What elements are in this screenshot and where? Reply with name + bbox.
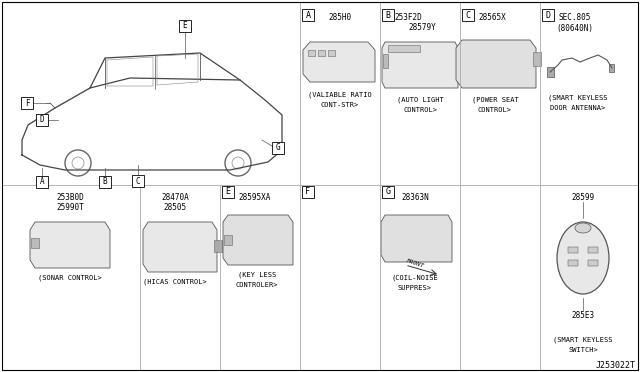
Text: CONTROL>: CONTROL> — [478, 107, 512, 113]
Bar — [21, 97, 33, 109]
Text: J253022T: J253022T — [596, 360, 636, 369]
Bar — [533, 52, 541, 66]
Bar — [132, 175, 144, 187]
Text: (POWER SEAT: (POWER SEAT — [472, 97, 518, 103]
Text: F: F — [25, 99, 29, 108]
Text: (SONAR CONTROL>: (SONAR CONTROL> — [38, 275, 102, 281]
Polygon shape — [143, 222, 217, 272]
Bar — [302, 9, 314, 21]
Text: CONTROL>: CONTROL> — [403, 107, 437, 113]
Text: DOOR ANTENNA>: DOOR ANTENNA> — [550, 105, 605, 111]
Ellipse shape — [557, 222, 609, 294]
Bar — [383, 54, 388, 68]
Text: CONTROLER>: CONTROLER> — [236, 282, 278, 288]
Text: E: E — [225, 187, 230, 196]
Bar — [224, 235, 232, 245]
Bar — [222, 186, 234, 198]
Text: (AUTO LIGHT: (AUTO LIGHT — [397, 97, 444, 103]
Bar — [588, 260, 598, 266]
Bar — [308, 50, 315, 56]
Bar — [318, 50, 325, 56]
Text: G: G — [276, 144, 280, 153]
Text: 28565X: 28565X — [478, 13, 506, 22]
Text: 253B0D: 253B0D — [56, 192, 84, 202]
Polygon shape — [381, 215, 452, 262]
Text: (80640N): (80640N) — [557, 23, 593, 32]
Text: E: E — [182, 22, 188, 31]
Text: SUPPRES>: SUPPRES> — [398, 285, 432, 291]
Text: G: G — [385, 187, 390, 196]
Text: B: B — [385, 10, 390, 19]
Bar — [214, 240, 222, 252]
Bar — [328, 50, 335, 56]
Bar — [547, 67, 554, 77]
Bar — [382, 9, 394, 21]
Bar — [179, 20, 191, 32]
Bar — [31, 238, 39, 248]
Text: SEC.805: SEC.805 — [559, 13, 591, 22]
Text: C: C — [136, 176, 140, 186]
Bar — [36, 114, 48, 126]
Text: A: A — [40, 177, 44, 186]
Bar — [568, 260, 578, 266]
Text: (SMART KEYLESS: (SMART KEYLESS — [553, 337, 612, 343]
Text: (VALIABLE RATIO: (VALIABLE RATIO — [308, 92, 372, 98]
Text: (HICAS CONTROL>: (HICAS CONTROL> — [143, 279, 207, 285]
Text: A: A — [305, 10, 310, 19]
Text: (SMART KEYLESS: (SMART KEYLESS — [548, 95, 608, 101]
Polygon shape — [382, 42, 458, 88]
Text: 285H0: 285H0 — [328, 13, 351, 22]
Text: (KEY LESS: (KEY LESS — [238, 272, 276, 278]
Bar — [272, 142, 284, 154]
Bar — [609, 64, 614, 72]
Polygon shape — [388, 45, 420, 52]
Text: 253F2D: 253F2D — [394, 13, 422, 22]
Text: 28599: 28599 — [572, 192, 595, 202]
Bar — [99, 176, 111, 188]
Text: 28579Y: 28579Y — [408, 23, 436, 32]
Text: 28595XA: 28595XA — [239, 192, 271, 202]
Text: F: F — [305, 187, 310, 196]
Text: 28505: 28505 — [163, 202, 187, 212]
Text: B: B — [102, 177, 108, 186]
Text: 28470A: 28470A — [161, 192, 189, 202]
Text: 28363N: 28363N — [401, 192, 429, 202]
Text: 285E3: 285E3 — [572, 311, 595, 320]
Text: D: D — [545, 10, 550, 19]
Text: SWITCH>: SWITCH> — [568, 347, 598, 353]
Text: CONT-STR>: CONT-STR> — [321, 102, 359, 108]
Text: (COIL-NOISE: (COIL-NOISE — [392, 275, 438, 281]
Text: FRONT: FRONT — [405, 258, 424, 268]
Polygon shape — [223, 215, 293, 265]
Text: C: C — [465, 10, 470, 19]
Bar — [542, 9, 554, 21]
Text: 25990T: 25990T — [56, 202, 84, 212]
Bar — [568, 247, 578, 253]
Bar — [302, 186, 314, 198]
Bar — [588, 247, 598, 253]
Bar — [462, 9, 474, 21]
Bar — [36, 176, 48, 188]
Polygon shape — [30, 222, 110, 268]
Bar — [382, 186, 394, 198]
Text: D: D — [40, 115, 44, 125]
Polygon shape — [456, 40, 536, 88]
Ellipse shape — [575, 223, 591, 233]
Polygon shape — [303, 42, 375, 82]
